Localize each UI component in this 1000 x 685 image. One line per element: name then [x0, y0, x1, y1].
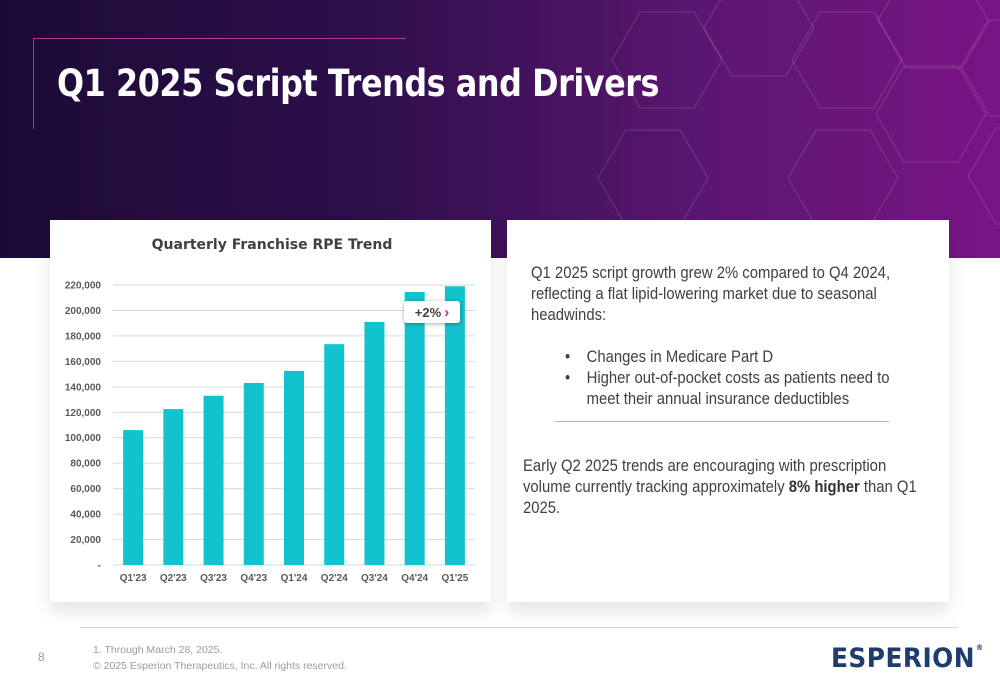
bar	[444, 286, 465, 565]
y-tick-label: 120,000	[65, 408, 102, 419]
y-tick-label: 80,000	[70, 459, 101, 470]
growth-callout: +2% ›	[404, 301, 460, 323]
y-tick-label: 40,000	[70, 510, 101, 521]
x-tick-label: Q3'24	[361, 573, 388, 584]
logo-text: ESPERION	[831, 643, 975, 674]
title-bracket-line	[33, 38, 406, 129]
y-tick-label: 100,000	[65, 433, 102, 444]
headwinds-list: Changes in Medicare Part D Higher out-of…	[565, 347, 916, 410]
x-tick-label: Q4'24	[401, 573, 428, 584]
divider	[555, 421, 889, 422]
bar	[243, 383, 264, 565]
bar	[284, 370, 304, 565]
bar	[123, 430, 144, 565]
x-tick-label: Q3'23	[200, 573, 227, 584]
x-tick-label: Q2'24	[321, 573, 348, 584]
esperion-logo: ESPERION®	[831, 643, 984, 674]
chevron-right-icon: ›	[444, 303, 450, 321]
list-item: Changes in Medicare Part D	[565, 347, 916, 368]
chart-title: Quarterly Franchise RPE Trend	[152, 237, 393, 253]
bar	[364, 321, 385, 565]
y-tick-label: 20,000	[70, 535, 101, 546]
q2-trend-paragraph: Early Q2 2025 trends are encouraging wit…	[523, 456, 937, 519]
q2-trend-text-post: than Q1 2025.	[523, 478, 917, 517]
copyright-notice: © 2025 Esperion Therapeutics, Inc. All r…	[93, 660, 347, 672]
x-tick-label: Q1'24	[281, 573, 308, 584]
footnote: 1. Through March 28, 2025.	[93, 644, 223, 656]
y-tick-label: 140,000	[65, 382, 102, 393]
bar	[404, 292, 425, 565]
y-tick-label: 160,000	[65, 357, 102, 368]
footer-divider	[80, 627, 958, 628]
y-tick-label: 200,000	[65, 306, 102, 317]
y-tick-label: -	[98, 561, 101, 572]
x-tick-label: Q1'25	[441, 573, 468, 584]
page-number: 8	[38, 650, 45, 664]
header-banner	[0, 0, 1000, 258]
rpe-trend-bar-chart: Quarterly Franchise RPE Trend - 20,000 40,…	[65, 237, 475, 584]
y-tick-label: 220,000	[65, 281, 102, 292]
q2-trend-highlight: 8% higher	[788, 478, 860, 496]
chart-card: Quarterly Franchise RPE Trend - 20,000 40,…	[50, 220, 491, 602]
list-item: Higher out-of-pocket costs as patients n…	[565, 368, 916, 410]
x-tick-label: Q1'23	[120, 573, 147, 584]
script-growth-paragraph: Q1 2025 script growth grew 2% compared t…	[531, 264, 891, 324]
commentary-card: Q1 2025 script growth grew 2% compared t…	[507, 220, 949, 602]
page-title: Q1 2025 Script Trends and Drivers	[57, 62, 660, 105]
bar	[203, 395, 224, 565]
y-tick-label: 180,000	[65, 331, 102, 342]
bar	[324, 344, 345, 565]
x-tick-label: Q2'23	[160, 573, 187, 584]
y-tick-label: 60,000	[70, 484, 101, 495]
x-tick-label: Q4'23	[240, 573, 267, 584]
registered-mark: ®	[975, 643, 984, 652]
q2-trend-text-pre: Early Q2 2025 trends are encouraging wit…	[523, 457, 887, 496]
bar	[163, 409, 184, 565]
growth-callout-label: +2%	[414, 304, 442, 320]
